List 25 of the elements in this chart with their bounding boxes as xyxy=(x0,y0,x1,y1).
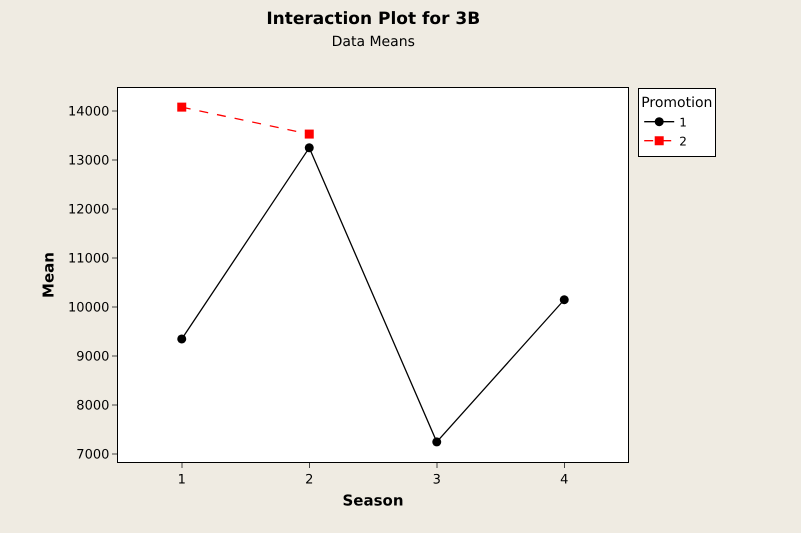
y-tick-label: 14000 xyxy=(68,104,110,120)
chart-subtitle: Data Means xyxy=(332,34,415,50)
y-tick-label: 8000 xyxy=(76,398,110,414)
point xyxy=(304,143,314,152)
legend-label: 1 xyxy=(679,115,687,130)
y-tick-label: 12000 xyxy=(68,202,110,218)
point xyxy=(177,102,186,112)
legend-title: Promotion xyxy=(641,95,712,112)
legend-label: 2 xyxy=(679,134,687,148)
x-tick-label: 4 xyxy=(560,472,568,488)
x-tick-label: 1 xyxy=(178,472,186,488)
y-tick-label: 11000 xyxy=(68,252,110,267)
point xyxy=(432,437,442,446)
x-axis-title: Season xyxy=(342,492,404,510)
y-axis-title: Mean xyxy=(39,252,58,298)
x-tick-label: 2 xyxy=(305,472,314,488)
y-tick-label: 10000 xyxy=(68,300,110,316)
point xyxy=(304,130,314,139)
y-tick-label: 7000 xyxy=(76,448,110,463)
point xyxy=(560,295,569,304)
y-tick-label: 13000 xyxy=(68,154,110,169)
x-tick-label: 3 xyxy=(432,472,441,488)
chart-title: Interaction Plot for 3B xyxy=(266,8,480,29)
point xyxy=(177,334,186,344)
y-tick-label: 9000 xyxy=(76,350,110,365)
